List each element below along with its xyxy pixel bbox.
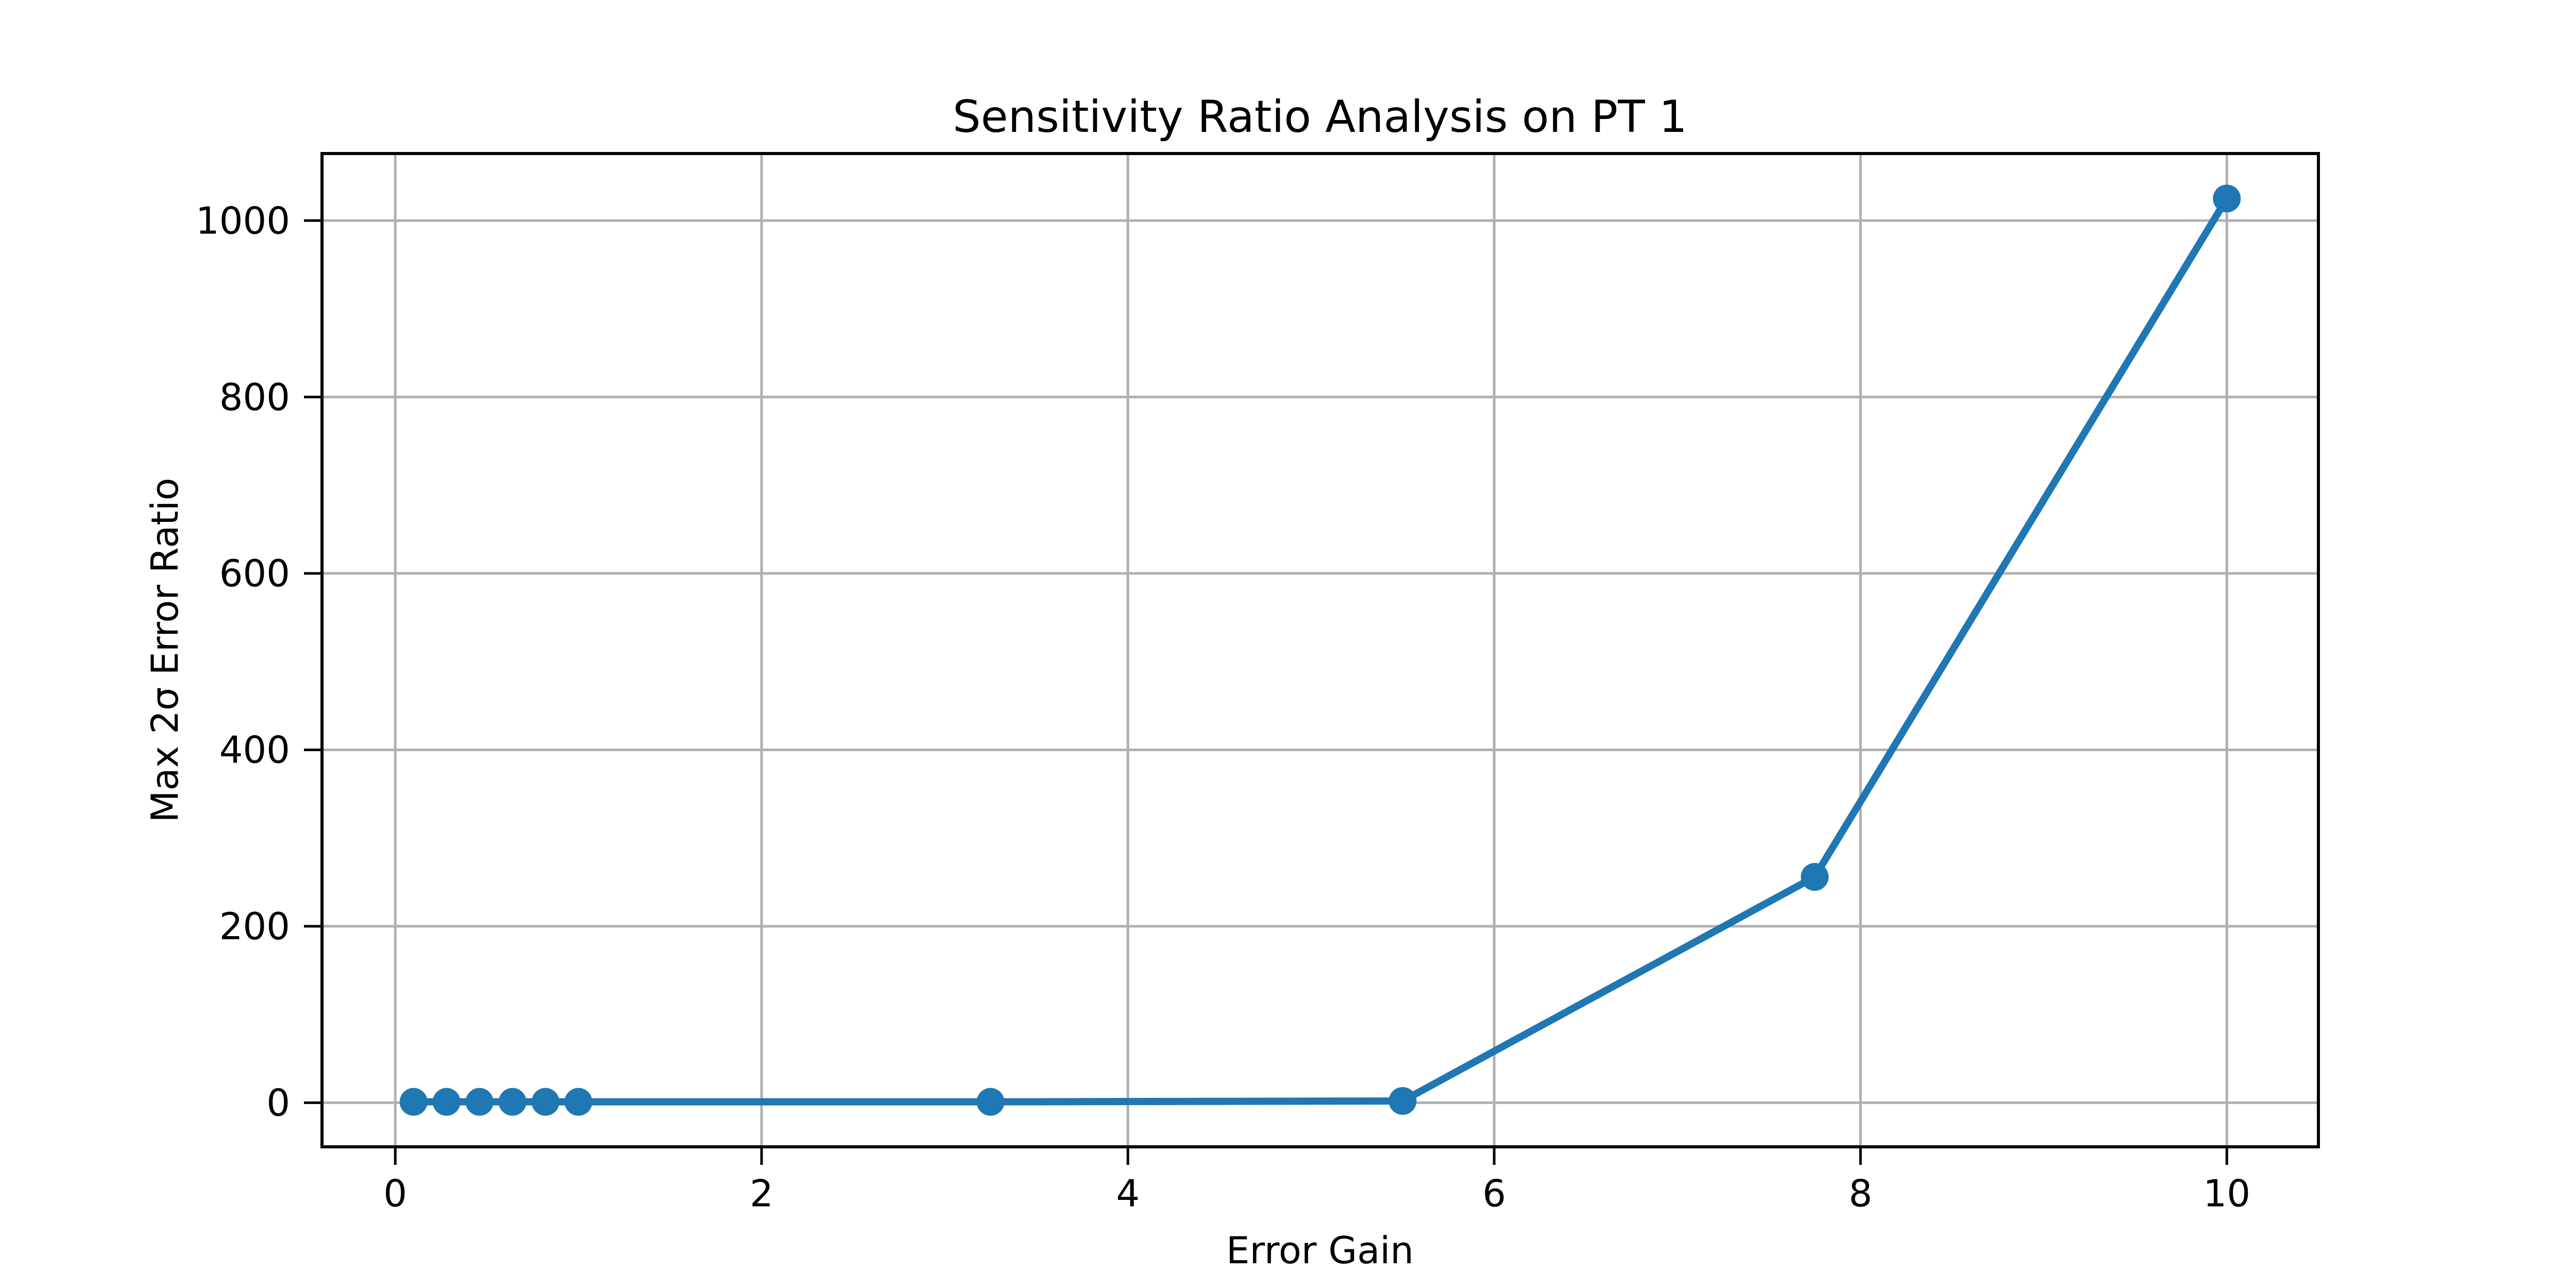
- data-point-7: [1388, 1087, 1417, 1115]
- tick-label-y-600: 600: [219, 552, 290, 595]
- tick-label-x-0: 0: [383, 1172, 407, 1215]
- data-point-8: [1801, 863, 1829, 891]
- data-point-6: [976, 1088, 1005, 1116]
- tick-label-x-4: 4: [1116, 1172, 1140, 1215]
- axis-ticks: [304, 219, 2228, 1165]
- data-point-1: [432, 1088, 461, 1116]
- data-point-4: [531, 1088, 560, 1116]
- data-point-2: [465, 1088, 494, 1116]
- x-axis-label: Error Gain: [1226, 1229, 1414, 1272]
- data-point-9: [2213, 184, 2241, 213]
- data-series: [399, 184, 2241, 1116]
- y-axis-label: Max 2σ Error Ratio: [143, 478, 187, 822]
- data-point-3: [498, 1088, 527, 1116]
- tick-label-y-1000: 1000: [196, 199, 290, 242]
- tick-label-y-0: 0: [266, 1081, 290, 1125]
- tick-labels: 0 2 4 6 8 10 0 200 400 600 800 1000: [196, 199, 2250, 1215]
- tick-label-x-8: 8: [1849, 1172, 1872, 1215]
- chart-title: Sensitivity Ratio Analysis on PT 1: [953, 91, 1687, 143]
- axes-spines: [320, 152, 2320, 1148]
- tick-label-x-2: 2: [750, 1172, 773, 1215]
- gridlines: [322, 154, 2318, 1147]
- tick-label-y-400: 400: [219, 728, 290, 772]
- data-point-5: [564, 1088, 592, 1116]
- data-line: [410, 195, 2231, 1106]
- tick-label-y-800: 800: [219, 376, 290, 419]
- tick-label-x-6: 6: [1482, 1172, 1506, 1215]
- plot-border: [320, 152, 2320, 1148]
- tick-label-x-10: 10: [2203, 1172, 2250, 1215]
- data-point-0: [399, 1088, 428, 1116]
- tick-label-y-200: 200: [219, 905, 290, 948]
